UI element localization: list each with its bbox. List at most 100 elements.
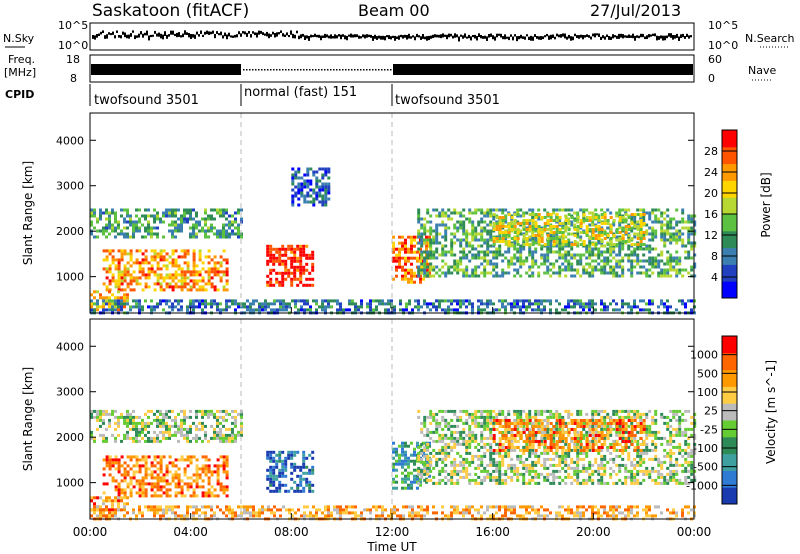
- data-cell: [255, 299, 258, 303]
- data-cell: [690, 226, 694, 230]
- data-cell: [404, 274, 407, 278]
- data-cell: [465, 217, 469, 221]
- data-cell: [225, 458, 229, 462]
- noise-sample: [600, 36, 602, 40]
- noise-sample: [540, 36, 542, 40]
- data-cell: [272, 456, 276, 460]
- data-cell: [543, 262, 547, 266]
- data-cell: [489, 460, 493, 464]
- data-cell: [183, 458, 187, 462]
- data-cell: [290, 280, 294, 284]
- data-cell: [582, 219, 586, 222]
- data-cell: [642, 253, 646, 257]
- data-cell: [462, 299, 465, 303]
- data-cell: [186, 436, 189, 440]
- data-cell: [102, 308, 105, 312]
- data-cell: [141, 494, 145, 498]
- data-cell: [126, 433, 129, 437]
- data-cell: [537, 240, 541, 243]
- data-cell: [543, 436, 547, 440]
- data-cell: [189, 232, 192, 236]
- noise-sample: [430, 35, 432, 39]
- data-cell: [165, 302, 168, 306]
- data-cell: [135, 282, 139, 286]
- data-cell: [278, 471, 282, 475]
- data-cell: [465, 412, 469, 416]
- data-cell: [291, 197, 295, 201]
- data-cell: [651, 302, 654, 306]
- data-cell: [534, 409, 538, 413]
- data-cell: [267, 305, 270, 309]
- data-cell: [234, 409, 237, 413]
- data-cell: [296, 465, 300, 469]
- frequency-sample: [330, 69, 332, 71]
- data-cell: [555, 219, 559, 222]
- data-cell: [495, 216, 499, 219]
- data-cell: [327, 299, 330, 303]
- data-cell: [384, 308, 387, 312]
- data-cell: [498, 454, 502, 458]
- data-cell: [330, 305, 333, 309]
- data-cell: [404, 277, 407, 281]
- data-cell: [651, 226, 655, 230]
- data-cell: [549, 299, 552, 303]
- data-cell: [90, 412, 93, 416]
- data-cell: [138, 264, 142, 268]
- data-cell: [543, 457, 547, 461]
- data-cell: [102, 249, 106, 253]
- noise-sample: [408, 33, 410, 39]
- data-cell: [495, 250, 499, 254]
- data-cell: [576, 241, 580, 245]
- data-cell: [407, 280, 410, 284]
- data-cell: [135, 261, 139, 265]
- data-cell: [543, 222, 547, 225]
- data-cell: [299, 274, 303, 278]
- data-cell: [555, 216, 559, 219]
- data-cell: [398, 247, 401, 251]
- data-cell: [528, 409, 532, 413]
- data-cell: [189, 494, 193, 498]
- data-cell: [156, 424, 159, 428]
- power-x-ticks: [89, 307, 695, 313]
- noise-sample: [350, 33, 352, 38]
- data-cell: [354, 308, 357, 312]
- data-cell: [372, 299, 375, 303]
- data-cell: [507, 222, 511, 225]
- data-cell: [513, 213, 517, 216]
- data-cell: [395, 268, 398, 272]
- data-cell: [645, 274, 649, 278]
- data-cell: [675, 250, 679, 254]
- data-cell: [567, 217, 571, 221]
- data-cell: [501, 240, 505, 243]
- data-cell: [186, 276, 190, 280]
- data-cell: [156, 476, 160, 480]
- data-cell: [141, 223, 144, 227]
- data-cell: [401, 265, 404, 269]
- data-cell: [186, 433, 189, 437]
- data-cell: [281, 262, 285, 266]
- data-cell: [102, 296, 105, 300]
- data-cell: [453, 430, 457, 434]
- data-cell: [579, 274, 583, 278]
- data-cell: [432, 253, 436, 257]
- data-cell: [678, 229, 682, 233]
- data-cell: [425, 262, 428, 266]
- noise-sample: [122, 31, 124, 35]
- data-cell: [129, 476, 133, 480]
- data-cell: [543, 466, 547, 470]
- data-cell: [222, 491, 226, 495]
- data-cell: [213, 208, 216, 212]
- data-cell: [579, 243, 583, 246]
- data-cell: [429, 412, 433, 416]
- noise-sample: [142, 33, 144, 38]
- data-cell: [138, 421, 141, 425]
- data-cell: [120, 229, 123, 233]
- data-cell: [303, 182, 307, 186]
- data-cell: [633, 265, 637, 269]
- data-cell: [435, 305, 438, 309]
- data-cell: [417, 454, 421, 458]
- data-cell: [141, 464, 145, 468]
- data-cell: [183, 412, 186, 416]
- noise-sample: [124, 32, 126, 38]
- data-cell: [507, 271, 511, 275]
